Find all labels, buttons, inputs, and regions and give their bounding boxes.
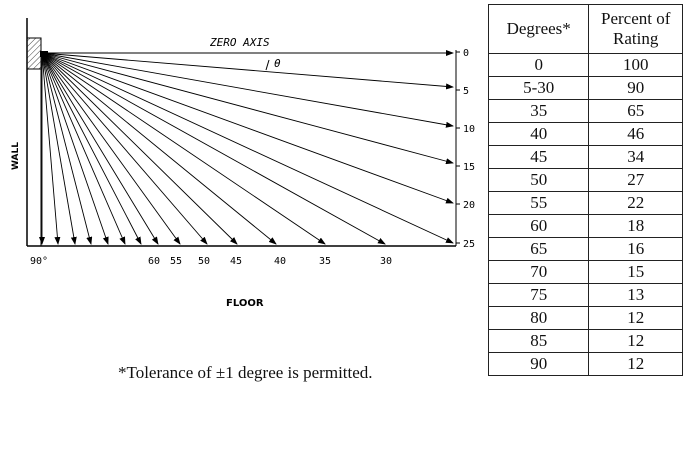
- degrees-cell: 35: [487, 99, 590, 123]
- right-scale-label: 15: [463, 162, 475, 173]
- bottom-scale-label: 40: [274, 256, 286, 267]
- ray-line: [41, 52, 159, 245]
- light-source-origin: [40, 51, 48, 57]
- right-scale-label: 20: [463, 200, 475, 211]
- bottom-scale-label: 45: [230, 256, 242, 267]
- percent-cell: 18: [588, 214, 683, 238]
- bottom-scale-label: 90°: [30, 256, 48, 267]
- degrees-cell: 5-30: [487, 76, 590, 100]
- bottom-scale-label: 35: [319, 256, 331, 267]
- ray-line: [41, 52, 454, 165]
- table-row: 50 27: [487, 168, 683, 192]
- percent-rating-table: Degrees* Percent of Rating 0 100 5-30 90 35 6…: [487, 4, 683, 376]
- degrees-cell: 60: [487, 214, 590, 238]
- degrees-cell: 90: [487, 352, 590, 376]
- table-row: 65 16: [487, 237, 683, 261]
- right-scale-labels: 0 5 10 15 20 25: [456, 48, 475, 250]
- percent-cell: 15: [588, 260, 683, 284]
- percent-cell: 100: [588, 53, 683, 77]
- ray-line: [41, 52, 326, 245]
- wall-label: WALL: [11, 142, 21, 170]
- header-percent: Percent of Rating: [588, 4, 683, 54]
- light-rays: [39, 50, 454, 245]
- table-row: 85 12: [487, 329, 683, 353]
- table-row: 0 100: [487, 53, 683, 77]
- fixture-mount: [26, 37, 42, 70]
- ray-line: [41, 52, 93, 245]
- table-row: 35 65: [487, 99, 683, 123]
- ray-line: [41, 52, 454, 128]
- floor-label: FLOOR: [226, 298, 264, 309]
- degrees-cell: 40: [487, 122, 590, 146]
- degrees-cell: 0: [487, 53, 590, 77]
- percent-cell: 46: [588, 122, 683, 146]
- ray-line: [41, 52, 181, 245]
- percent-cell: 12: [588, 306, 683, 330]
- ray-line: [41, 52, 454, 244]
- table-row: 55 22: [487, 191, 683, 215]
- right-scale-label: 10: [463, 124, 475, 135]
- degrees-cell: 85: [487, 329, 590, 353]
- table-row: 60 18: [487, 214, 683, 238]
- percent-cell: 90: [588, 76, 683, 100]
- table-row: 40 46: [487, 122, 683, 146]
- right-scale-label: 5: [463, 86, 469, 97]
- ray-line: [41, 52, 77, 245]
- degrees-cell: 55: [487, 191, 590, 215]
- theta-arc-marker: [265, 59, 270, 71]
- table-row: 45 34: [487, 145, 683, 169]
- ray-line: [41, 52, 142, 245]
- ray-line: [41, 52, 61, 245]
- percent-cell: 65: [588, 99, 683, 123]
- table-row: 70 15: [487, 260, 683, 284]
- table-body: 0 100 5-30 90 35 65 40 46 45 34 50 27 55 22 60 18 65 16 70…: [487, 53, 683, 376]
- ray-line: [41, 52, 454, 90]
- ray-line: [41, 52, 126, 245]
- percent-cell: 13: [588, 283, 683, 307]
- percent-cell: 22: [588, 191, 683, 215]
- degrees-cell: 45: [487, 145, 590, 169]
- percent-cell: 12: [588, 352, 683, 376]
- ray-line: [41, 52, 238, 245]
- ray-line: [41, 52, 454, 204]
- ray-line: [41, 52, 277, 245]
- bottom-scale-label: 60: [148, 256, 160, 267]
- header-degrees: Degrees*: [487, 4, 590, 54]
- bottom-scale-label: 30: [380, 256, 392, 267]
- theta-label: θ: [274, 57, 281, 70]
- ray-line: [41, 52, 386, 245]
- degrees-cell: 80: [487, 306, 590, 330]
- right-scale-label: 0: [463, 48, 469, 59]
- percent-cell: 12: [588, 329, 683, 353]
- table-row: 90 12: [487, 352, 683, 376]
- bottom-scale-label: 50: [198, 256, 210, 267]
- degrees-cell: 65: [487, 237, 590, 261]
- degrees-cell: 70: [487, 260, 590, 284]
- ray-line: [41, 52, 109, 245]
- bottom-scale-label: 55: [170, 256, 182, 267]
- table-row: 80 12: [487, 306, 683, 330]
- zero-axis-label: ZERO AXIS: [209, 36, 270, 49]
- tolerance-footnote: *Tolerance of ±1 degree is permitted.: [118, 363, 373, 382]
- table-header-row: Degrees* Percent of Rating: [487, 4, 683, 54]
- percent-cell: 34: [588, 145, 683, 169]
- bottom-scale-labels: 90° 60 55 50 45 40 35 30: [30, 256, 392, 267]
- angle-diagram: ZERO AXIS θ WALL FLOOR 0 5 10 15 20 25 90° 60 5…: [11, 18, 475, 309]
- percent-cell: 27: [588, 168, 683, 192]
- table-row: 75 13: [487, 283, 683, 307]
- percent-cell: 16: [588, 237, 683, 261]
- right-scale-label: 25: [463, 239, 475, 250]
- degrees-cell: 50: [487, 168, 590, 192]
- table-row: 5-30 90: [487, 76, 683, 100]
- degrees-cell: 75: [487, 283, 590, 307]
- ray-line: [41, 52, 208, 245]
